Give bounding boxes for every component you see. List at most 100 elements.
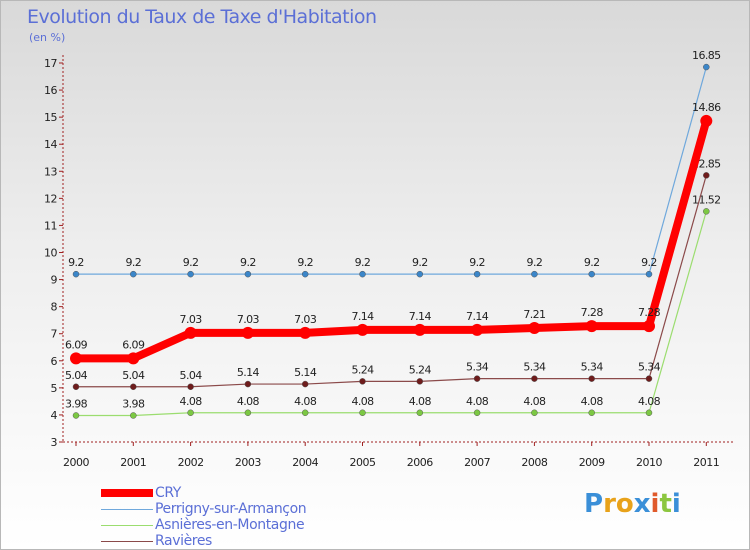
- data-point-cry: [184, 326, 197, 339]
- legend-label-ravieres: Ravières: [155, 533, 212, 549]
- data-label-ravi-res: 5.04: [65, 369, 88, 382]
- x-tick-label: 2001: [120, 456, 146, 469]
- data-point-perrigny-sur-arman-on: [244, 270, 252, 278]
- y-tick-label: 11: [44, 219, 57, 232]
- data-label-ravi-res: 5.34: [581, 361, 604, 374]
- logo-letter: o: [615, 489, 634, 519]
- data-label-asni-res-en-montagne: 11.52: [692, 193, 721, 206]
- legend-item-cry[interactable]: CRY: [101, 485, 306, 501]
- legend-label-perrigny: Perrigny-sur-Armançon: [155, 501, 307, 517]
- chart-subtitle: (en %): [29, 31, 66, 44]
- legend-item-asnieres[interactable]: Asnières-en-Montagne: [101, 517, 306, 533]
- data-point-cry: [127, 352, 140, 365]
- data-label-cry: 7.14: [466, 310, 489, 323]
- data-point-ravi-res: [187, 383, 194, 391]
- data-label-asni-res-en-montagne: 4.08: [523, 395, 546, 408]
- data-point-cry: [585, 320, 598, 333]
- data-point-ravi-res: [244, 380, 252, 388]
- legend-swatch-asnieres: [101, 524, 153, 526]
- data-label-asni-res-en-montagne: 4.08: [466, 395, 489, 408]
- data-label-perrigny-sur-arman-on: 16.85: [692, 49, 721, 62]
- data-label-perrigny-sur-arman-on: 9.2: [412, 256, 428, 269]
- data-point-cry: [299, 326, 312, 339]
- data-point-perrigny-sur-arman-on: [359, 270, 366, 278]
- data-point-cry: [356, 323, 369, 336]
- legend-swatch-ravieres: [101, 540, 153, 542]
- data-label-cry: 7.21: [523, 308, 545, 321]
- data-label-ravi-res: 5.24: [351, 363, 374, 376]
- data-label-perrigny-sur-arman-on: 9.2: [355, 256, 371, 269]
- series-line-perrigny-sur-arman-on: [75, 66, 707, 275]
- logo-letter: P: [584, 489, 604, 519]
- data-label-cry: 7.28: [638, 306, 661, 319]
- series-line-ravi-res: [75, 174, 707, 388]
- y-tick-label: 12: [44, 192, 57, 205]
- data-point-perrigny-sur-arman-on: [473, 270, 481, 278]
- legend-item-ravieres[interactable]: Ravières: [101, 533, 306, 549]
- data-label-ravi-res: 12.85: [692, 157, 721, 170]
- data-point-cry: [413, 323, 426, 336]
- data-point-cry: [643, 320, 655, 333]
- data-label-ravi-res: 5.04: [180, 369, 203, 382]
- data-point-perrigny-sur-arman-on: [703, 63, 710, 71]
- x-tick-label: 2009: [579, 456, 605, 469]
- logo-letter: r: [603, 489, 616, 519]
- x-tick-label: 2002: [178, 456, 204, 469]
- data-label-ravi-res: 5.34: [466, 361, 489, 374]
- data-point-perrigny-sur-arman-on: [187, 270, 194, 278]
- legend-item-perrigny[interactable]: Perrigny-sur-Armançon: [101, 501, 307, 517]
- data-point-asni-res-en-montagne: [531, 409, 538, 417]
- data-label-perrigny-sur-arman-on: 9.2: [527, 256, 543, 269]
- legend-swatch-cry: [101, 489, 153, 497]
- data-point-perrigny-sur-arman-on: [301, 270, 309, 278]
- x-tick-label: 2010: [636, 456, 662, 469]
- y-tick-label: 17: [44, 57, 57, 70]
- data-label-asni-res-en-montagne: 4.08: [581, 395, 604, 408]
- x-tick-label: 2006: [407, 456, 433, 469]
- x-tick-label: 2004: [292, 456, 318, 469]
- x-tick-label: 2011: [693, 456, 719, 469]
- data-point-asni-res-en-montagne: [645, 409, 653, 417]
- data-point-cry: [700, 114, 713, 127]
- data-label-ravi-res: 5.34: [638, 361, 661, 374]
- y-tick-label: 8: [51, 301, 58, 314]
- data-point-cry: [241, 326, 254, 339]
- data-label-cry: 14.86: [692, 101, 721, 114]
- y-tick-label: 15: [44, 111, 57, 124]
- data-point-asni-res-en-montagne: [703, 208, 710, 215]
- data-label-ravi-res: 5.34: [523, 361, 546, 374]
- data-label-perrigny-sur-arman-on: 9.2: [641, 256, 657, 269]
- data-point-ravi-res: [473, 375, 481, 382]
- data-label-asni-res-en-montagne: 4.08: [409, 395, 432, 408]
- data-label-cry: 7.03: [180, 313, 203, 326]
- data-point-ravi-res: [588, 375, 595, 382]
- y-tick-label: 6: [51, 355, 58, 368]
- x-tick-label: 2003: [235, 456, 261, 469]
- data-point-perrigny-sur-arman-on: [645, 270, 653, 278]
- data-point-asni-res-en-montagne: [473, 409, 481, 417]
- y-tick-label: 14: [44, 138, 57, 151]
- data-label-cry: 7.03: [294, 313, 317, 326]
- data-point-asni-res-en-montagne: [72, 412, 80, 419]
- data-point-perrigny-sur-arman-on: [416, 270, 424, 278]
- data-label-ravi-res: 5.04: [122, 369, 145, 382]
- legend-swatch-perrigny: [101, 508, 153, 510]
- legend-label-cry: CRY: [155, 485, 181, 501]
- legend-label-asnieres: Asnières-en-Montagne: [155, 517, 305, 533]
- data-label-cry: 7.14: [409, 310, 432, 323]
- y-tick-label: 7: [51, 328, 58, 341]
- data-point-ravi-res: [703, 172, 710, 179]
- data-label-perrigny-sur-arman-on: 9.2: [240, 256, 256, 269]
- data-point-ravi-res: [130, 383, 137, 391]
- data-point-asni-res-en-montagne: [588, 409, 595, 417]
- data-point-ravi-res: [72, 383, 80, 391]
- data-point-perrigny-sur-arman-on: [531, 270, 538, 278]
- data-label-ravi-res: 5.14: [294, 366, 317, 379]
- data-point-perrigny-sur-arman-on: [72, 270, 80, 278]
- y-tick-label: 13: [44, 165, 57, 178]
- data-label-perrigny-sur-arman-on: 9.2: [125, 256, 141, 269]
- y-tick-label: 5: [51, 382, 58, 395]
- legend: CRY Perrigny-sur-Armançon Asnières-en-Mo…: [101, 485, 307, 549]
